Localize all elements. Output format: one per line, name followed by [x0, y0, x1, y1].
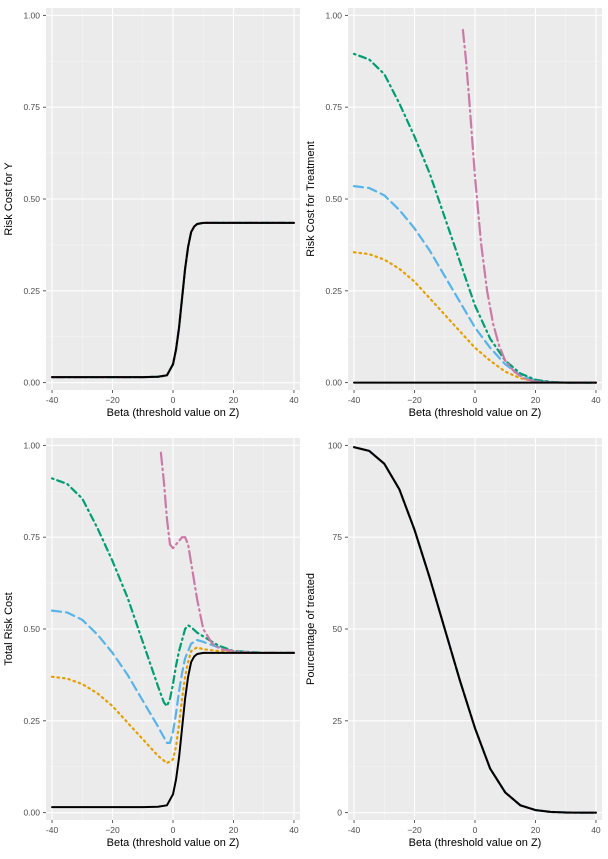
y-tick-label: 0.25	[23, 286, 40, 296]
y-tick-label: 0.00	[23, 808, 40, 818]
x-axis-title: Beta (threshold value on Z)	[107, 837, 240, 849]
y-tick-label: 0.75	[23, 102, 40, 112]
x-tick-label: 20	[531, 825, 541, 835]
series-line-2	[50, 646, 296, 765]
y-axis-title: Pourcentage of treated	[305, 573, 317, 685]
x-tick-label: -40	[348, 395, 361, 405]
x-tick-label: 40	[289, 825, 299, 835]
y-tick-label: 0.50	[23, 624, 40, 634]
series-line-5	[159, 451, 296, 654]
series-line-1	[51, 651, 295, 809]
y-tick-label: 0.25	[325, 286, 342, 296]
y-tick-label: 1.00	[23, 10, 40, 20]
series-line-3	[50, 609, 296, 744]
y-tick-label: 1.00	[325, 10, 342, 20]
series-line-1	[51, 221, 295, 379]
x-tick-label: −20	[105, 825, 120, 835]
y-tick-label: 75	[333, 532, 343, 542]
x-tick-label: −20	[407, 825, 422, 835]
x-tick-label: 20	[229, 395, 239, 405]
x-tick-label: -40	[46, 825, 59, 835]
y-tick-label: 0.50	[325, 194, 342, 204]
x-tick-label: 20	[229, 825, 239, 835]
x-tick-label: 40	[591, 825, 601, 835]
y-tick-label: 100	[328, 440, 342, 450]
y-tick-label: 25	[333, 716, 343, 726]
y-tick-label: 0.00	[23, 378, 40, 388]
x-tick-label: 0	[171, 825, 176, 835]
series-line-4	[352, 52, 598, 384]
y-tick-label: 50	[333, 624, 343, 634]
y-tick-label: 0.75	[325, 102, 342, 112]
panel-3: -40 −20 0 20 40 0.00 0.25 0.50 0.75 1.00 Beta (thr…	[3, 438, 300, 849]
x-tick-label: -40	[348, 825, 361, 835]
y-axis-title: Risk Cost for Y	[3, 162, 15, 236]
series-line-4	[50, 477, 296, 708]
x-tick-label: 0	[171, 395, 176, 405]
y-tick-label: 0.25	[23, 716, 40, 726]
y-tick-label: 0	[337, 808, 342, 818]
y-axis-title: Risk Cost for Treatment	[305, 141, 317, 257]
series-line-1	[353, 446, 597, 814]
panel-2: -40 −20 0 20 40 0.00 0.25 0.50 0.75 1.00 Beta (thr…	[305, 8, 602, 419]
y-tick-label: 0.50	[23, 194, 40, 204]
x-axis-title: Beta (threshold value on Z)	[107, 407, 240, 419]
x-axis-title: Beta (threshold value on Z)	[409, 407, 542, 419]
x-tick-label: 0	[473, 395, 478, 405]
x-tick-label: -40	[46, 395, 59, 405]
series-line-3	[352, 185, 598, 384]
x-tick-label: 40	[591, 395, 601, 405]
x-tick-label: 20	[531, 395, 541, 405]
x-axis-title: Beta (threshold value on Z)	[409, 837, 542, 849]
x-tick-label: 0	[473, 825, 478, 835]
panel-1: -40 −20 0 20 40 0.00 0.25 0.50 0.75 1.00 Beta (thr…	[3, 8, 300, 419]
series-line-5	[461, 28, 598, 384]
x-tick-label: −20	[407, 395, 422, 405]
y-axis-title: Total Risk Cost	[3, 592, 15, 665]
y-tick-label: 0.00	[325, 378, 342, 388]
x-tick-label: 40	[289, 395, 299, 405]
y-tick-label: 1.00	[23, 440, 40, 450]
x-tick-label: −20	[105, 395, 120, 405]
panel-4: -40 −20 0 20 40 0 25 50 75 100 Beta (threshold val…	[305, 438, 602, 849]
y-tick-label: 0.75	[23, 532, 40, 542]
